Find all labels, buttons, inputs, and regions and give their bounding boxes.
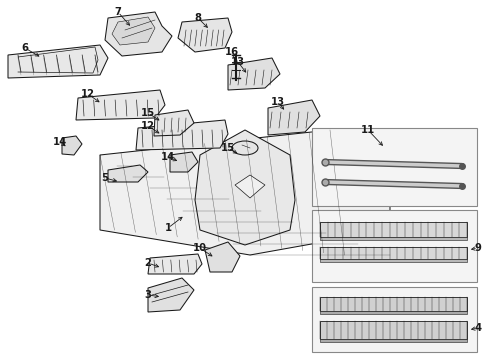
Polygon shape (170, 152, 198, 172)
Polygon shape (105, 12, 172, 56)
Text: 12: 12 (141, 121, 155, 131)
Bar (319, 222, 466, 237)
Polygon shape (62, 136, 82, 155)
Bar (311, 287, 476, 352)
Polygon shape (148, 278, 194, 312)
Bar (319, 247, 466, 259)
Polygon shape (195, 130, 294, 245)
Text: 15: 15 (221, 143, 235, 153)
Polygon shape (112, 17, 155, 45)
Polygon shape (8, 45, 108, 78)
Text: 3: 3 (144, 290, 151, 300)
Polygon shape (235, 175, 264, 198)
Text: 5: 5 (102, 173, 108, 183)
Polygon shape (204, 242, 240, 272)
Polygon shape (267, 100, 319, 135)
Text: 8: 8 (194, 13, 201, 23)
Ellipse shape (231, 141, 258, 155)
Polygon shape (154, 110, 194, 136)
Text: 12: 12 (81, 89, 95, 99)
Text: 14: 14 (53, 137, 67, 147)
Polygon shape (148, 254, 202, 274)
Bar (319, 311, 466, 314)
Text: 1: 1 (164, 223, 171, 233)
Text: 16: 16 (224, 47, 239, 57)
Text: 9: 9 (473, 243, 481, 253)
Text: 13: 13 (270, 97, 285, 107)
Text: 2: 2 (144, 258, 151, 268)
Bar (319, 237, 466, 240)
Polygon shape (227, 58, 280, 90)
Polygon shape (136, 120, 227, 150)
Text: 13: 13 (230, 57, 244, 67)
Bar (311, 210, 476, 282)
Text: 11: 11 (360, 125, 374, 135)
Bar (319, 259, 466, 262)
Bar (311, 128, 476, 206)
Text: 15: 15 (141, 108, 155, 118)
Text: 7: 7 (114, 7, 121, 17)
Bar (319, 297, 466, 311)
Polygon shape (76, 90, 164, 120)
Polygon shape (108, 165, 148, 182)
Text: 10: 10 (193, 243, 206, 253)
Bar (319, 321, 466, 339)
Text: 14: 14 (161, 152, 175, 162)
Text: 4: 4 (473, 323, 481, 333)
Polygon shape (178, 18, 231, 52)
Bar (319, 339, 466, 342)
Text: 6: 6 (21, 43, 28, 53)
Polygon shape (100, 130, 389, 255)
